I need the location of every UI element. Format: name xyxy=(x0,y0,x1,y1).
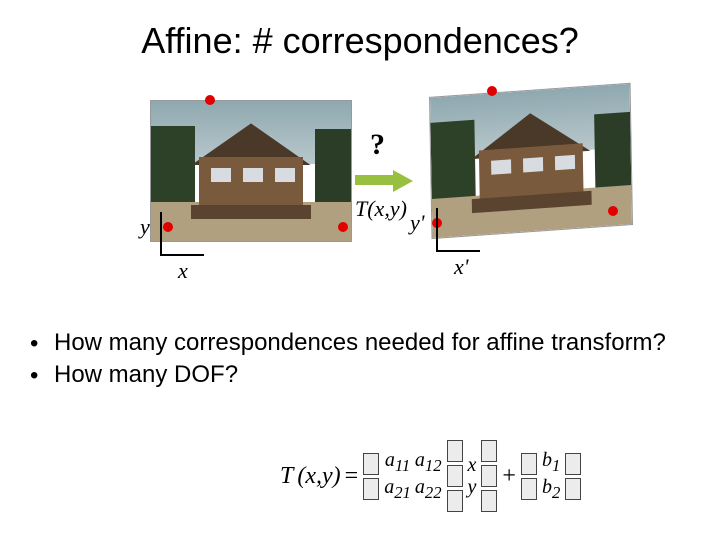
vector-x: x y xyxy=(468,455,477,497)
house-graphic xyxy=(150,100,352,242)
eqn-args: (x,y) xyxy=(297,463,340,490)
axis-label-x-prime: x' xyxy=(454,254,468,280)
bullet-item: • How many correspondences needed for af… xyxy=(30,330,690,358)
axis-y-left xyxy=(160,212,162,256)
axis-x-right xyxy=(436,250,480,252)
transform-arrow xyxy=(355,170,415,192)
bracket-glyphs xyxy=(480,440,498,512)
axis-label-y: y xyxy=(140,214,150,240)
bullet-list: • How many correspondences needed for af… xyxy=(30,330,690,394)
vector-b: b1 b2 xyxy=(542,450,560,501)
axis-label-x: x xyxy=(178,258,188,284)
bullet-item: • How many DOF? xyxy=(30,362,690,390)
source-image xyxy=(150,100,350,240)
axis-y-right xyxy=(436,208,438,252)
slide: Affine: # correspondences? y x y' x' ? xyxy=(0,0,720,540)
eqn-T: T xyxy=(280,463,293,490)
affine-equation: T(x,y) = a11 a21 a12 a22 x y + b1 b2 xyxy=(280,440,582,512)
eqn-equals: = xyxy=(345,463,359,490)
correspondence-dot xyxy=(338,222,348,232)
question-mark: ? xyxy=(370,128,385,162)
slide-title: Affine: # correspondences? xyxy=(0,20,720,62)
matrix-A-col2: a12 a22 xyxy=(415,450,442,501)
correspondence-dot xyxy=(608,206,618,216)
correspondence-dot xyxy=(163,222,173,232)
bracket-glyphs xyxy=(564,453,582,500)
axis-x-left xyxy=(160,254,204,256)
target-image xyxy=(429,83,631,237)
axis-label-y-prime: y' xyxy=(410,210,424,236)
transform-label: T(x,y) xyxy=(355,196,407,222)
bullet-marker: • xyxy=(30,330,54,358)
bullet-text: How many DOF? xyxy=(54,362,690,388)
house-graphic xyxy=(429,83,633,239)
bullet-text: How many correspondences needed for affi… xyxy=(54,330,690,356)
correspondence-dot xyxy=(487,86,497,96)
bracket-glyphs xyxy=(520,453,538,500)
correspondence-dot xyxy=(205,95,215,105)
eqn-plus: + xyxy=(502,463,516,490)
bracket-glyphs xyxy=(446,440,464,512)
bullet-marker: • xyxy=(30,362,54,390)
matrix-A-col1: a11 a21 xyxy=(384,450,411,501)
bracket-glyphs xyxy=(362,453,380,500)
